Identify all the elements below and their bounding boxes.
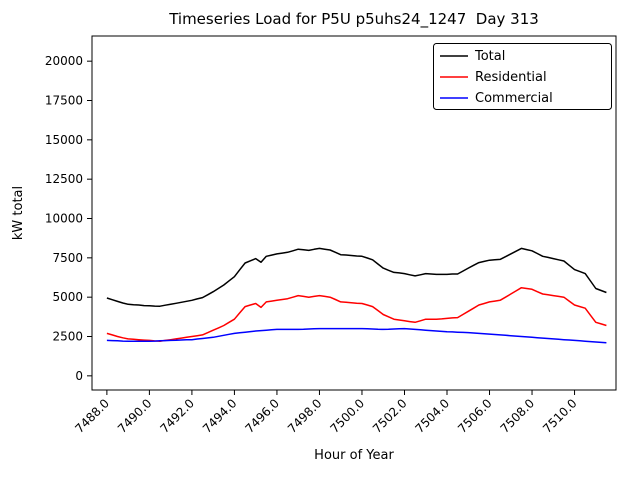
x-tick-label: 7510.0 — [540, 396, 580, 436]
x-tick-label: 7500.0 — [327, 396, 367, 436]
x-tick-label: 7488.0 — [72, 396, 112, 436]
legend-entry-commercial: Commercial — [440, 91, 553, 106]
y-tick-label: 2500 — [52, 330, 83, 344]
legend-entry-residential: Residential — [440, 70, 547, 85]
x-tick-label: 7490.0 — [115, 396, 155, 436]
x-tick-label: 7504.0 — [413, 396, 453, 436]
y-tick-label: 15000 — [45, 133, 83, 147]
series-line-residential — [106, 286, 607, 342]
legend-box — [433, 43, 612, 110]
x-tick-label: 7508.0 — [498, 396, 538, 436]
x-tick-label: 7494.0 — [200, 396, 240, 436]
x-axis-label: Hour of Year — [314, 448, 394, 463]
x-tick-label: 7502.0 — [370, 396, 410, 436]
x-tick-label: 7496.0 — [242, 396, 282, 436]
x-tick-label: 7492.0 — [157, 396, 197, 436]
legend-label-residential: Residential — [475, 70, 547, 85]
legend: Total Residential Commercial — [433, 43, 612, 110]
x-tick-label: 7498.0 — [285, 396, 325, 436]
legend-entry-total: Total — [440, 49, 505, 64]
y-tick-label: 20000 — [45, 54, 83, 68]
y-tick-label: 0 — [75, 369, 83, 383]
legend-label-total: Total — [474, 49, 505, 64]
y-tick-label: 17500 — [45, 94, 83, 108]
y-tick-label: 5000 — [52, 290, 83, 304]
legend-label-commercial: Commercial — [475, 91, 553, 106]
y-tick-label: 12500 — [45, 172, 83, 186]
y-tick-label: 7500 — [52, 251, 83, 265]
series-line-commercial — [106, 327, 607, 344]
y-tick-label: 10000 — [45, 212, 83, 226]
y-axis-label: kW total — [11, 186, 26, 240]
chart-title: Timeseries Load for P5U p5uhs24_1247 Day… — [168, 10, 539, 29]
series-line-total — [106, 247, 607, 307]
x-tick-label: 7506.0 — [455, 396, 495, 436]
